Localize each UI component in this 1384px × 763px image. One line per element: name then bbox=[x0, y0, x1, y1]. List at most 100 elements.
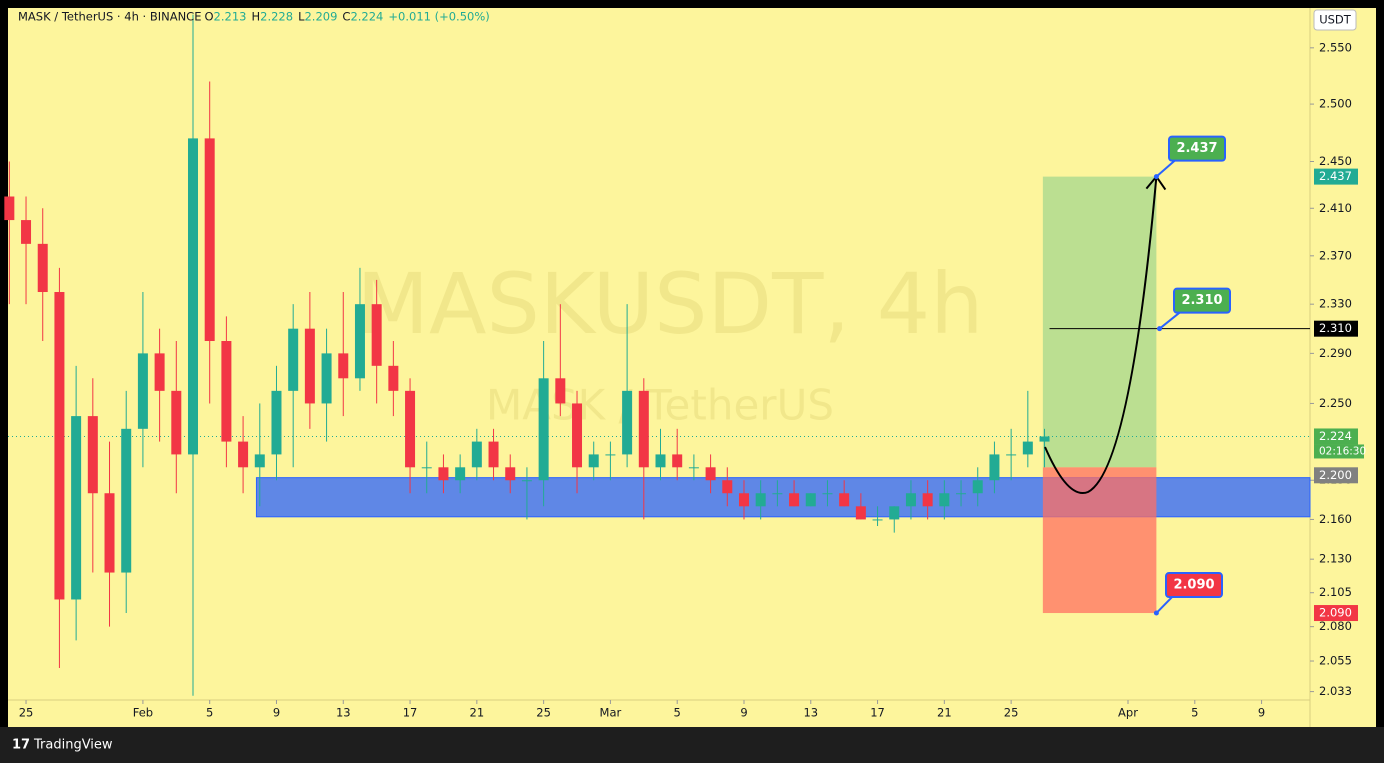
ohlc-key: L bbox=[298, 10, 305, 24]
candle-body bbox=[71, 416, 82, 600]
callout-anchor bbox=[1157, 326, 1163, 332]
y-tick-label: 2.033 bbox=[1319, 684, 1352, 698]
callout-label: 2.090 bbox=[1173, 578, 1214, 593]
candle-body bbox=[104, 493, 115, 573]
candle-body bbox=[1039, 436, 1050, 442]
projection-curve bbox=[1044, 176, 1158, 495]
x-tick-label: 21 bbox=[937, 706, 952, 720]
watermark: MASKUSDT, 4h bbox=[357, 255, 984, 353]
x-tick-label: 5 bbox=[674, 706, 681, 720]
candle-body bbox=[288, 328, 299, 391]
candle-body bbox=[956, 493, 967, 495]
x-tick-label: 9 bbox=[1258, 706, 1265, 720]
x-tick-label: 17 bbox=[403, 706, 418, 720]
candle-body bbox=[37, 243, 48, 293]
x-tick-label: 13 bbox=[336, 706, 351, 720]
candle-body bbox=[722, 480, 733, 494]
candle-body bbox=[772, 493, 783, 495]
callout-anchor bbox=[1153, 174, 1159, 180]
x-tick-label: 9 bbox=[740, 706, 747, 720]
target-tag-label: 2.437 bbox=[1319, 169, 1352, 183]
candle-body bbox=[171, 390, 182, 455]
brand[interactable]: TradingView bbox=[33, 738, 113, 753]
y-tick-label: 2.250 bbox=[1319, 396, 1352, 410]
candle-body bbox=[505, 467, 516, 481]
candle-body bbox=[471, 441, 482, 468]
level-tag-label: 2.310 bbox=[1319, 321, 1352, 335]
x-tick-label: 9 bbox=[273, 706, 280, 720]
candle-body bbox=[254, 454, 265, 468]
candle-body bbox=[855, 506, 866, 520]
candle-body bbox=[54, 292, 65, 600]
currency-box[interactable] bbox=[1313, 9, 1357, 31]
x-tick-label: Feb bbox=[133, 706, 153, 720]
candle-body bbox=[755, 493, 766, 507]
candle-body bbox=[738, 493, 749, 507]
candle-body bbox=[488, 441, 499, 468]
candle-body bbox=[638, 390, 649, 468]
y-tick-label: 2.450 bbox=[1319, 154, 1352, 168]
candle-body bbox=[972, 480, 983, 494]
candle-body bbox=[889, 506, 900, 520]
x-tick-label: 13 bbox=[803, 706, 818, 720]
candle-body bbox=[1006, 454, 1017, 456]
profit-area bbox=[1042, 176, 1157, 468]
x-tick-label: 5 bbox=[206, 706, 213, 720]
plot: 2.550 2.500 2.450 2.410 2.370 2.330 2.290 2.250… bbox=[4, 14, 1366, 720]
x-tick-label: Mar bbox=[600, 706, 622, 720]
callout-anchor bbox=[1153, 610, 1159, 616]
x-tick-label: 5 bbox=[1191, 706, 1198, 720]
candle-body bbox=[271, 390, 282, 455]
target-tag bbox=[1314, 168, 1358, 185]
candle-body bbox=[1022, 441, 1033, 455]
candle-body bbox=[87, 416, 98, 494]
candle-body bbox=[521, 480, 532, 482]
entry-tag bbox=[1314, 467, 1358, 484]
candle-body bbox=[538, 378, 549, 481]
watermark-sub: MASK / TetherUS bbox=[486, 381, 834, 430]
candle-body bbox=[221, 341, 232, 442]
candle-body bbox=[789, 493, 800, 507]
y-tick-label: 2.080 bbox=[1319, 619, 1352, 633]
candle-body bbox=[688, 467, 699, 469]
stop-tag-label: 2.090 bbox=[1319, 606, 1352, 620]
countdown: 02:16:30 bbox=[1319, 445, 1366, 457]
candle-body bbox=[4, 196, 15, 221]
x-tick-label: 21 bbox=[470, 706, 485, 720]
countdown-bg bbox=[1314, 444, 1364, 459]
candle-body bbox=[622, 390, 633, 455]
candle-body bbox=[371, 304, 382, 366]
y-tick-label: 2.160 bbox=[1319, 512, 1352, 526]
last-tag-label: 2.224 bbox=[1319, 429, 1352, 443]
candle-body bbox=[137, 353, 148, 429]
loss-area bbox=[1042, 467, 1157, 614]
logo-mark: 𝟭𝟳 bbox=[12, 738, 30, 753]
change: +0.011 (+0.50%) bbox=[388, 10, 489, 24]
y-tick-label: 2.370 bbox=[1319, 248, 1352, 262]
candle-body bbox=[354, 304, 365, 379]
candle-body bbox=[705, 467, 716, 481]
header: MASK / TetherUS · 4h · BINANCE O 2.213 H 2.2… bbox=[18, 10, 490, 24]
callout-label: 2.437 bbox=[1176, 141, 1217, 156]
currency[interactable]: USDT bbox=[1319, 13, 1352, 27]
x-tick-label: 25 bbox=[536, 706, 551, 720]
candle-body bbox=[388, 365, 399, 391]
last-tag bbox=[1314, 428, 1358, 445]
level-tag bbox=[1314, 320, 1358, 337]
candle-body bbox=[588, 454, 599, 468]
candle-body bbox=[421, 467, 432, 469]
candle-body bbox=[939, 493, 950, 507]
ohlc-key: C bbox=[342, 10, 350, 24]
callout-box bbox=[1165, 572, 1223, 599]
candle-body bbox=[605, 454, 616, 456]
x-tick-label: 17 bbox=[870, 706, 885, 720]
ohlc-value: 2.224 bbox=[350, 10, 383, 24]
ohlc-key: H bbox=[251, 10, 260, 24]
candle-body bbox=[238, 441, 249, 468]
y-tick-label: 2.410 bbox=[1319, 201, 1352, 215]
ohlc-value: 2.213 bbox=[214, 10, 247, 24]
candle-body bbox=[839, 493, 850, 507]
y-tick-label: 2.105 bbox=[1319, 585, 1352, 599]
candle-body bbox=[572, 403, 583, 468]
y-tick-label: 2.290 bbox=[1319, 346, 1352, 360]
